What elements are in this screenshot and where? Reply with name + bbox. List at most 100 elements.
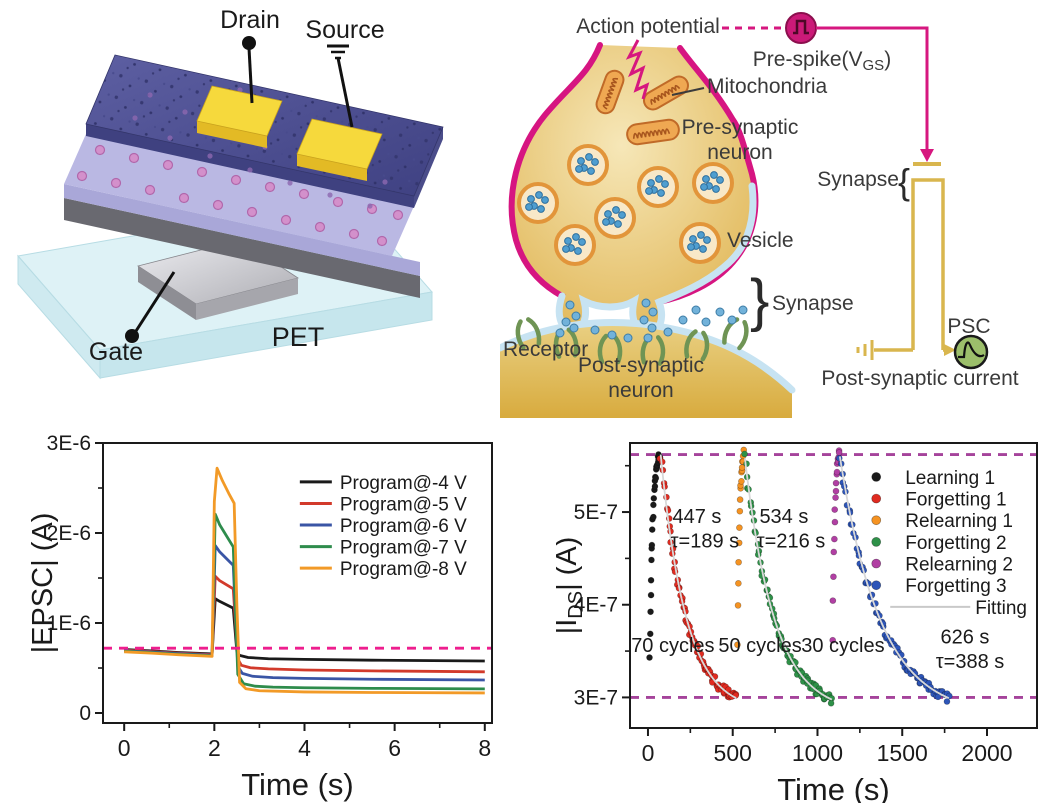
transistor-channel xyxy=(911,178,945,350)
ground-icon xyxy=(327,44,349,60)
annotation: 447 s xyxy=(672,506,721,528)
x-tick-label: 1500 xyxy=(877,740,928,766)
series-program-5-v xyxy=(124,574,485,674)
pre-synaptic-label-2: neuron xyxy=(707,141,772,164)
post-synaptic-label-1: Post-synaptic xyxy=(578,354,704,377)
legend-swatch-dot xyxy=(871,493,882,504)
drain-terminal-dot xyxy=(242,36,256,50)
y-tick-label: 3E-6 xyxy=(47,432,91,455)
legend-label: Forgetting 2 xyxy=(905,533,1006,554)
drain-label: Drain xyxy=(220,6,280,34)
receptor-label: Receptor xyxy=(503,338,588,361)
pet-label: PET xyxy=(272,322,325,352)
ion-dots xyxy=(76,144,404,247)
vesicle xyxy=(679,222,721,264)
y-axis-label: |IDS| (A) xyxy=(556,537,587,635)
annotation: 50 cycles xyxy=(718,635,801,657)
legend-swatch-dot xyxy=(871,558,882,569)
circuit-ground-icon xyxy=(856,340,874,360)
source-label: Source xyxy=(305,16,384,44)
vesicle xyxy=(517,182,559,224)
legend-swatch-dot xyxy=(871,472,882,482)
pre-spike-icon xyxy=(785,12,817,44)
annotation: 30 cycles xyxy=(801,635,884,657)
plot-frame xyxy=(629,442,1038,729)
vesicles xyxy=(517,144,734,266)
post-synaptic-current-label: Post-synaptic current xyxy=(821,367,1018,390)
y-tick-label: 1E-6 xyxy=(47,612,91,635)
action-potential-label: Action potential xyxy=(576,15,720,38)
gray-layer xyxy=(64,198,420,298)
x-axis: 0 2 4 6 8 xyxy=(118,723,491,761)
y-axis: 0 1E-6 2E-6 3E-6 xyxy=(47,432,103,725)
x-tick-label: 2000 xyxy=(961,740,1012,766)
y-tick-label: 4E-7 xyxy=(574,594,618,617)
psc-arrowhead xyxy=(944,344,956,356)
annotation: 626 s xyxy=(940,627,989,649)
gate-label: Gate xyxy=(89,338,143,366)
mitochondria-label: Mitochondria xyxy=(707,75,828,98)
fitting-line xyxy=(744,458,833,701)
pre-synaptic-label-1: Pre-synaptic xyxy=(682,116,799,139)
vesicle xyxy=(692,162,734,204)
vesicle xyxy=(554,224,596,266)
vesicle-label: Vesicle xyxy=(727,229,794,252)
mitochondria-shapes xyxy=(595,69,689,146)
x-tick-label: 4 xyxy=(298,735,311,761)
x-axis-label: Time (s) xyxy=(241,767,354,802)
legend-label: Relearning 2 xyxy=(905,555,1013,576)
legend-label: Forgetting 1 xyxy=(905,490,1006,511)
legend-label: Program@-7 V xyxy=(340,538,467,559)
psc-meter-icon xyxy=(953,334,989,370)
synapse-device-brace: { xyxy=(898,161,910,202)
legend-label: Fitting xyxy=(975,598,1027,619)
legend-label: Program@-5 V xyxy=(340,494,467,515)
vesicle xyxy=(594,197,636,239)
synapse-cleft-label: Synapse xyxy=(772,292,854,315)
y-tick-label: 2E-6 xyxy=(47,522,91,545)
pre-spike-label: Pre-spike(VGS) xyxy=(753,48,891,74)
x-tick-label: 0 xyxy=(118,735,131,761)
fitting-line xyxy=(838,456,950,699)
series-forgetting-1 xyxy=(656,455,740,701)
synapse-device-label: Synapse xyxy=(817,168,899,191)
post-synaptic-label-2: neuron xyxy=(608,379,673,402)
legend-label: Program@-4 V xyxy=(340,473,467,494)
ids-vs-time-svg: 0 500 1000 1500 2000 3E-7 4E-7 5E-7 Time (s) |IDS… xyxy=(551,442,1038,803)
series-program-4-v xyxy=(124,597,485,663)
epsc-vs-time-svg: 0 2 4 6 8 0 1E-6 2E-6 3E-6 Time (s) |EPSC| (A) Prog… xyxy=(27,432,493,802)
annotation: 70 cycles xyxy=(631,635,714,657)
legend-label: Relearning 1 xyxy=(905,511,1013,532)
series-forgetting-2 xyxy=(741,450,836,707)
annotation: τ=388 s xyxy=(936,651,1005,673)
annotation: τ=216 s xyxy=(757,530,826,552)
pulse-glyph-icon xyxy=(793,19,809,35)
series-program-8-v xyxy=(124,466,485,695)
drain-lead xyxy=(247,47,254,104)
x-axis-label: Time (s) xyxy=(777,772,890,803)
action-potential-zigzag xyxy=(625,39,650,100)
gate-terminal-dot xyxy=(125,329,139,343)
synapse-diagram: Action potential Mitochondria Pre-synapt… xyxy=(500,12,1019,418)
psc-label: PSC xyxy=(947,315,990,338)
psc-waveform xyxy=(958,341,985,359)
ids-chart: 0 500 1000 1500 2000 3E-7 4E-7 5E-7 Time (s) |IDS… xyxy=(551,425,1043,803)
annotation: τ=189 s xyxy=(671,530,740,552)
series-relearning-2 xyxy=(829,447,843,644)
legend-label: Program@-8 V xyxy=(340,559,467,580)
dielectric-layer xyxy=(64,134,420,276)
y-tick-label: 0 xyxy=(79,702,91,725)
gate-lead xyxy=(134,271,176,332)
x-tick-label: 6 xyxy=(388,735,401,761)
series-relearning-1 xyxy=(734,446,748,649)
series-learning-1 xyxy=(646,451,664,661)
x-tick-label: 8 xyxy=(478,735,491,761)
neurotransmitter-dots xyxy=(555,298,748,343)
fitting-line xyxy=(659,454,737,699)
vesicle xyxy=(567,144,609,186)
legend-swatch-dot xyxy=(871,580,882,591)
legend-label: Program@-6 V xyxy=(340,516,467,537)
